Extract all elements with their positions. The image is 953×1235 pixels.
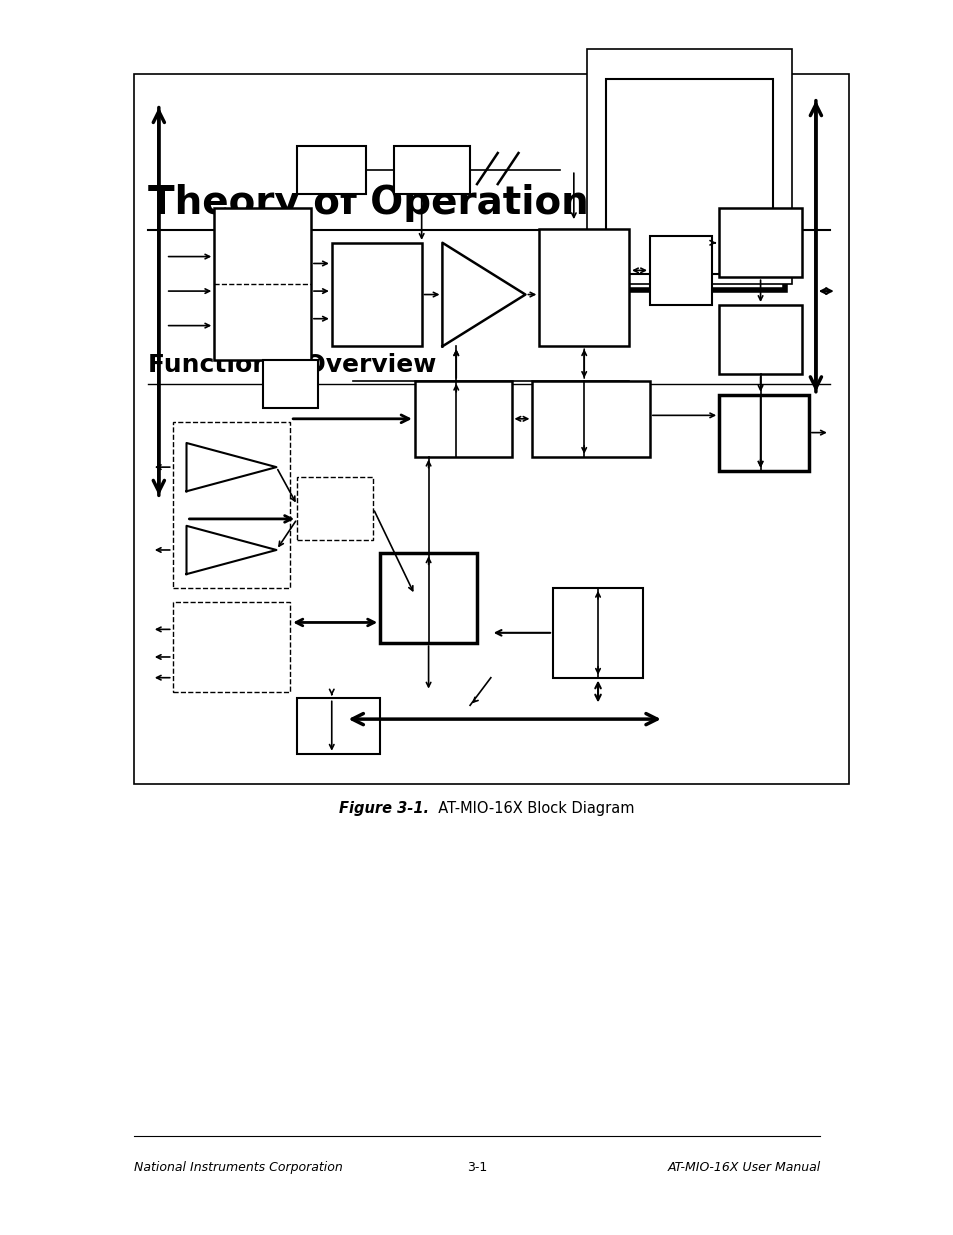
Bar bbox=[586, 49, 791, 284]
Bar bbox=[297, 478, 373, 540]
Bar bbox=[719, 209, 801, 278]
Polygon shape bbox=[187, 526, 276, 574]
Text: Figure 3-1.: Figure 3-1. bbox=[339, 802, 429, 816]
Bar bbox=[719, 305, 801, 374]
Bar bbox=[332, 243, 421, 346]
Bar bbox=[532, 380, 649, 457]
Polygon shape bbox=[187, 443, 276, 492]
Bar bbox=[719, 395, 808, 471]
Text: Theory of Operation: Theory of Operation bbox=[148, 184, 588, 222]
Bar bbox=[379, 553, 476, 643]
Bar bbox=[297, 699, 379, 753]
Bar bbox=[415, 380, 511, 457]
Bar bbox=[172, 422, 290, 588]
Polygon shape bbox=[442, 243, 525, 346]
Bar bbox=[297, 146, 366, 194]
Bar bbox=[394, 146, 470, 194]
Text: National Instruments Corporation: National Instruments Corporation bbox=[133, 1161, 342, 1173]
Bar bbox=[262, 361, 317, 409]
Bar bbox=[213, 209, 311, 361]
Text: AT-MIO-16X User Manual: AT-MIO-16X User Manual bbox=[666, 1161, 820, 1173]
Text: Functional Overview: Functional Overview bbox=[148, 353, 436, 377]
Bar bbox=[553, 588, 642, 678]
Bar bbox=[618, 95, 784, 290]
Bar bbox=[605, 79, 772, 274]
Text: 3-1: 3-1 bbox=[466, 1161, 487, 1173]
Bar bbox=[649, 236, 711, 305]
Text: AT-MIO-16X Block Diagram: AT-MIO-16X Block Diagram bbox=[429, 802, 634, 816]
Bar bbox=[172, 601, 290, 692]
Bar bbox=[133, 74, 848, 784]
Bar bbox=[538, 228, 629, 346]
